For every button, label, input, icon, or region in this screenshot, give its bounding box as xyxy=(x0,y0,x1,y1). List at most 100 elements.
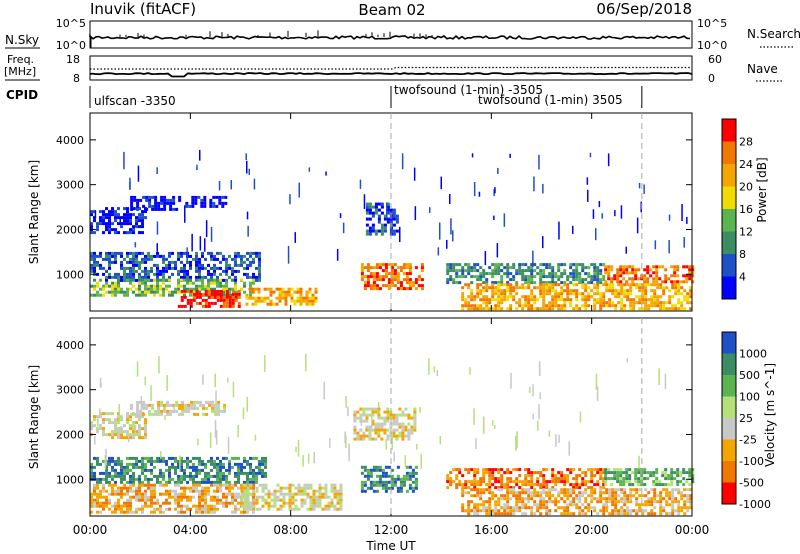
echo-cell xyxy=(186,287,189,291)
echo-cell xyxy=(117,507,120,511)
echo-cell xyxy=(659,494,663,498)
echo-cell xyxy=(638,509,642,513)
echo-cell xyxy=(205,406,209,410)
echo-cell xyxy=(369,480,373,484)
echo-cell xyxy=(590,295,594,299)
echo-cell xyxy=(384,480,388,484)
echo-cell xyxy=(473,509,477,513)
echo-cell xyxy=(180,492,183,496)
echo-cell xyxy=(464,468,468,472)
echo-cell xyxy=(165,507,168,511)
echo-cell xyxy=(587,304,591,308)
echo-cell xyxy=(132,421,135,425)
echo-cell xyxy=(380,202,384,206)
echo-cell xyxy=(482,468,486,472)
echo-cell xyxy=(171,489,174,493)
echo-cell xyxy=(461,474,465,478)
echo-cell xyxy=(278,299,282,303)
echo-cell xyxy=(129,278,132,282)
echo-cell xyxy=(126,480,129,484)
echo-cell xyxy=(506,266,510,270)
echo-cell xyxy=(201,254,204,258)
echo-cell xyxy=(156,290,159,294)
echo-cell xyxy=(318,501,322,505)
echo-cell xyxy=(120,222,123,226)
echo-cell xyxy=(411,489,415,493)
echo-cell xyxy=(604,474,608,478)
echo-cell xyxy=(581,512,585,516)
echo-cell xyxy=(132,254,135,258)
echo-cell xyxy=(509,486,513,490)
echo-cell xyxy=(255,489,259,493)
echo-cell xyxy=(114,433,117,437)
echo-cell xyxy=(551,486,555,490)
echo-cell xyxy=(554,292,558,296)
echo-cell xyxy=(126,272,129,276)
echo-cell xyxy=(664,280,668,284)
echo-streak xyxy=(305,353,307,372)
freq-tick-top: 18 xyxy=(66,53,80,66)
echo-cell xyxy=(126,210,129,214)
echo-cell xyxy=(132,471,135,475)
echo-cell xyxy=(189,471,192,475)
echo-cell xyxy=(281,296,285,300)
echo-cell xyxy=(141,213,144,217)
echo-cell xyxy=(536,494,540,498)
echo-cell xyxy=(243,456,246,460)
echo-cell xyxy=(548,307,552,311)
echo-cell xyxy=(162,293,165,297)
echo-cell xyxy=(647,307,651,311)
echo-cell xyxy=(632,298,636,302)
echo-cell xyxy=(644,304,648,308)
echo-cell xyxy=(126,278,129,282)
echo-cell xyxy=(689,500,693,504)
echo-cell xyxy=(261,504,265,508)
echo-cell xyxy=(132,510,135,514)
echo-cell xyxy=(123,216,126,220)
echo-cell xyxy=(207,289,211,293)
echo-cell xyxy=(300,501,304,505)
echo-cell xyxy=(183,295,187,299)
echo-cell xyxy=(234,257,237,261)
echo-streak xyxy=(164,415,166,420)
echo-streak xyxy=(428,358,430,375)
echo-streak xyxy=(493,189,495,197)
echo-cell xyxy=(685,280,689,284)
echo-cell xyxy=(533,263,537,267)
echo-cell xyxy=(192,295,196,299)
echo-cell xyxy=(395,220,399,224)
echo-cell xyxy=(180,486,183,490)
echo-cell xyxy=(500,468,504,472)
echo-cell xyxy=(647,304,651,308)
echo-cell xyxy=(482,307,486,311)
echo-cell xyxy=(596,500,600,504)
echo-cell xyxy=(470,275,474,279)
echo-cell xyxy=(665,488,669,492)
echo-cell xyxy=(114,287,117,291)
echo-cell xyxy=(136,406,140,410)
echo-cell xyxy=(491,283,495,287)
echo-cell xyxy=(674,289,678,293)
echo-cell xyxy=(542,286,546,290)
echo-cell xyxy=(135,225,138,229)
echo-cell xyxy=(590,468,594,472)
echo-cell xyxy=(245,302,249,306)
echo-cell xyxy=(207,504,210,508)
echo-cell xyxy=(284,293,288,297)
echo-streak xyxy=(429,207,431,213)
echo-cell xyxy=(150,266,153,270)
echo-cell xyxy=(126,498,129,502)
echo-cell xyxy=(527,494,531,498)
echo-cell xyxy=(324,489,328,493)
echo-cell xyxy=(476,275,480,279)
echo-cell xyxy=(219,474,222,478)
echo-cell xyxy=(130,403,134,407)
echo-cell xyxy=(653,304,657,308)
echo-cell xyxy=(108,462,111,466)
echo-cell xyxy=(488,491,492,495)
echo-cell xyxy=(210,507,213,511)
echo-cell xyxy=(120,492,123,496)
echo-cell xyxy=(668,503,672,507)
echo-cell xyxy=(147,269,150,273)
echo-cell xyxy=(174,459,177,463)
